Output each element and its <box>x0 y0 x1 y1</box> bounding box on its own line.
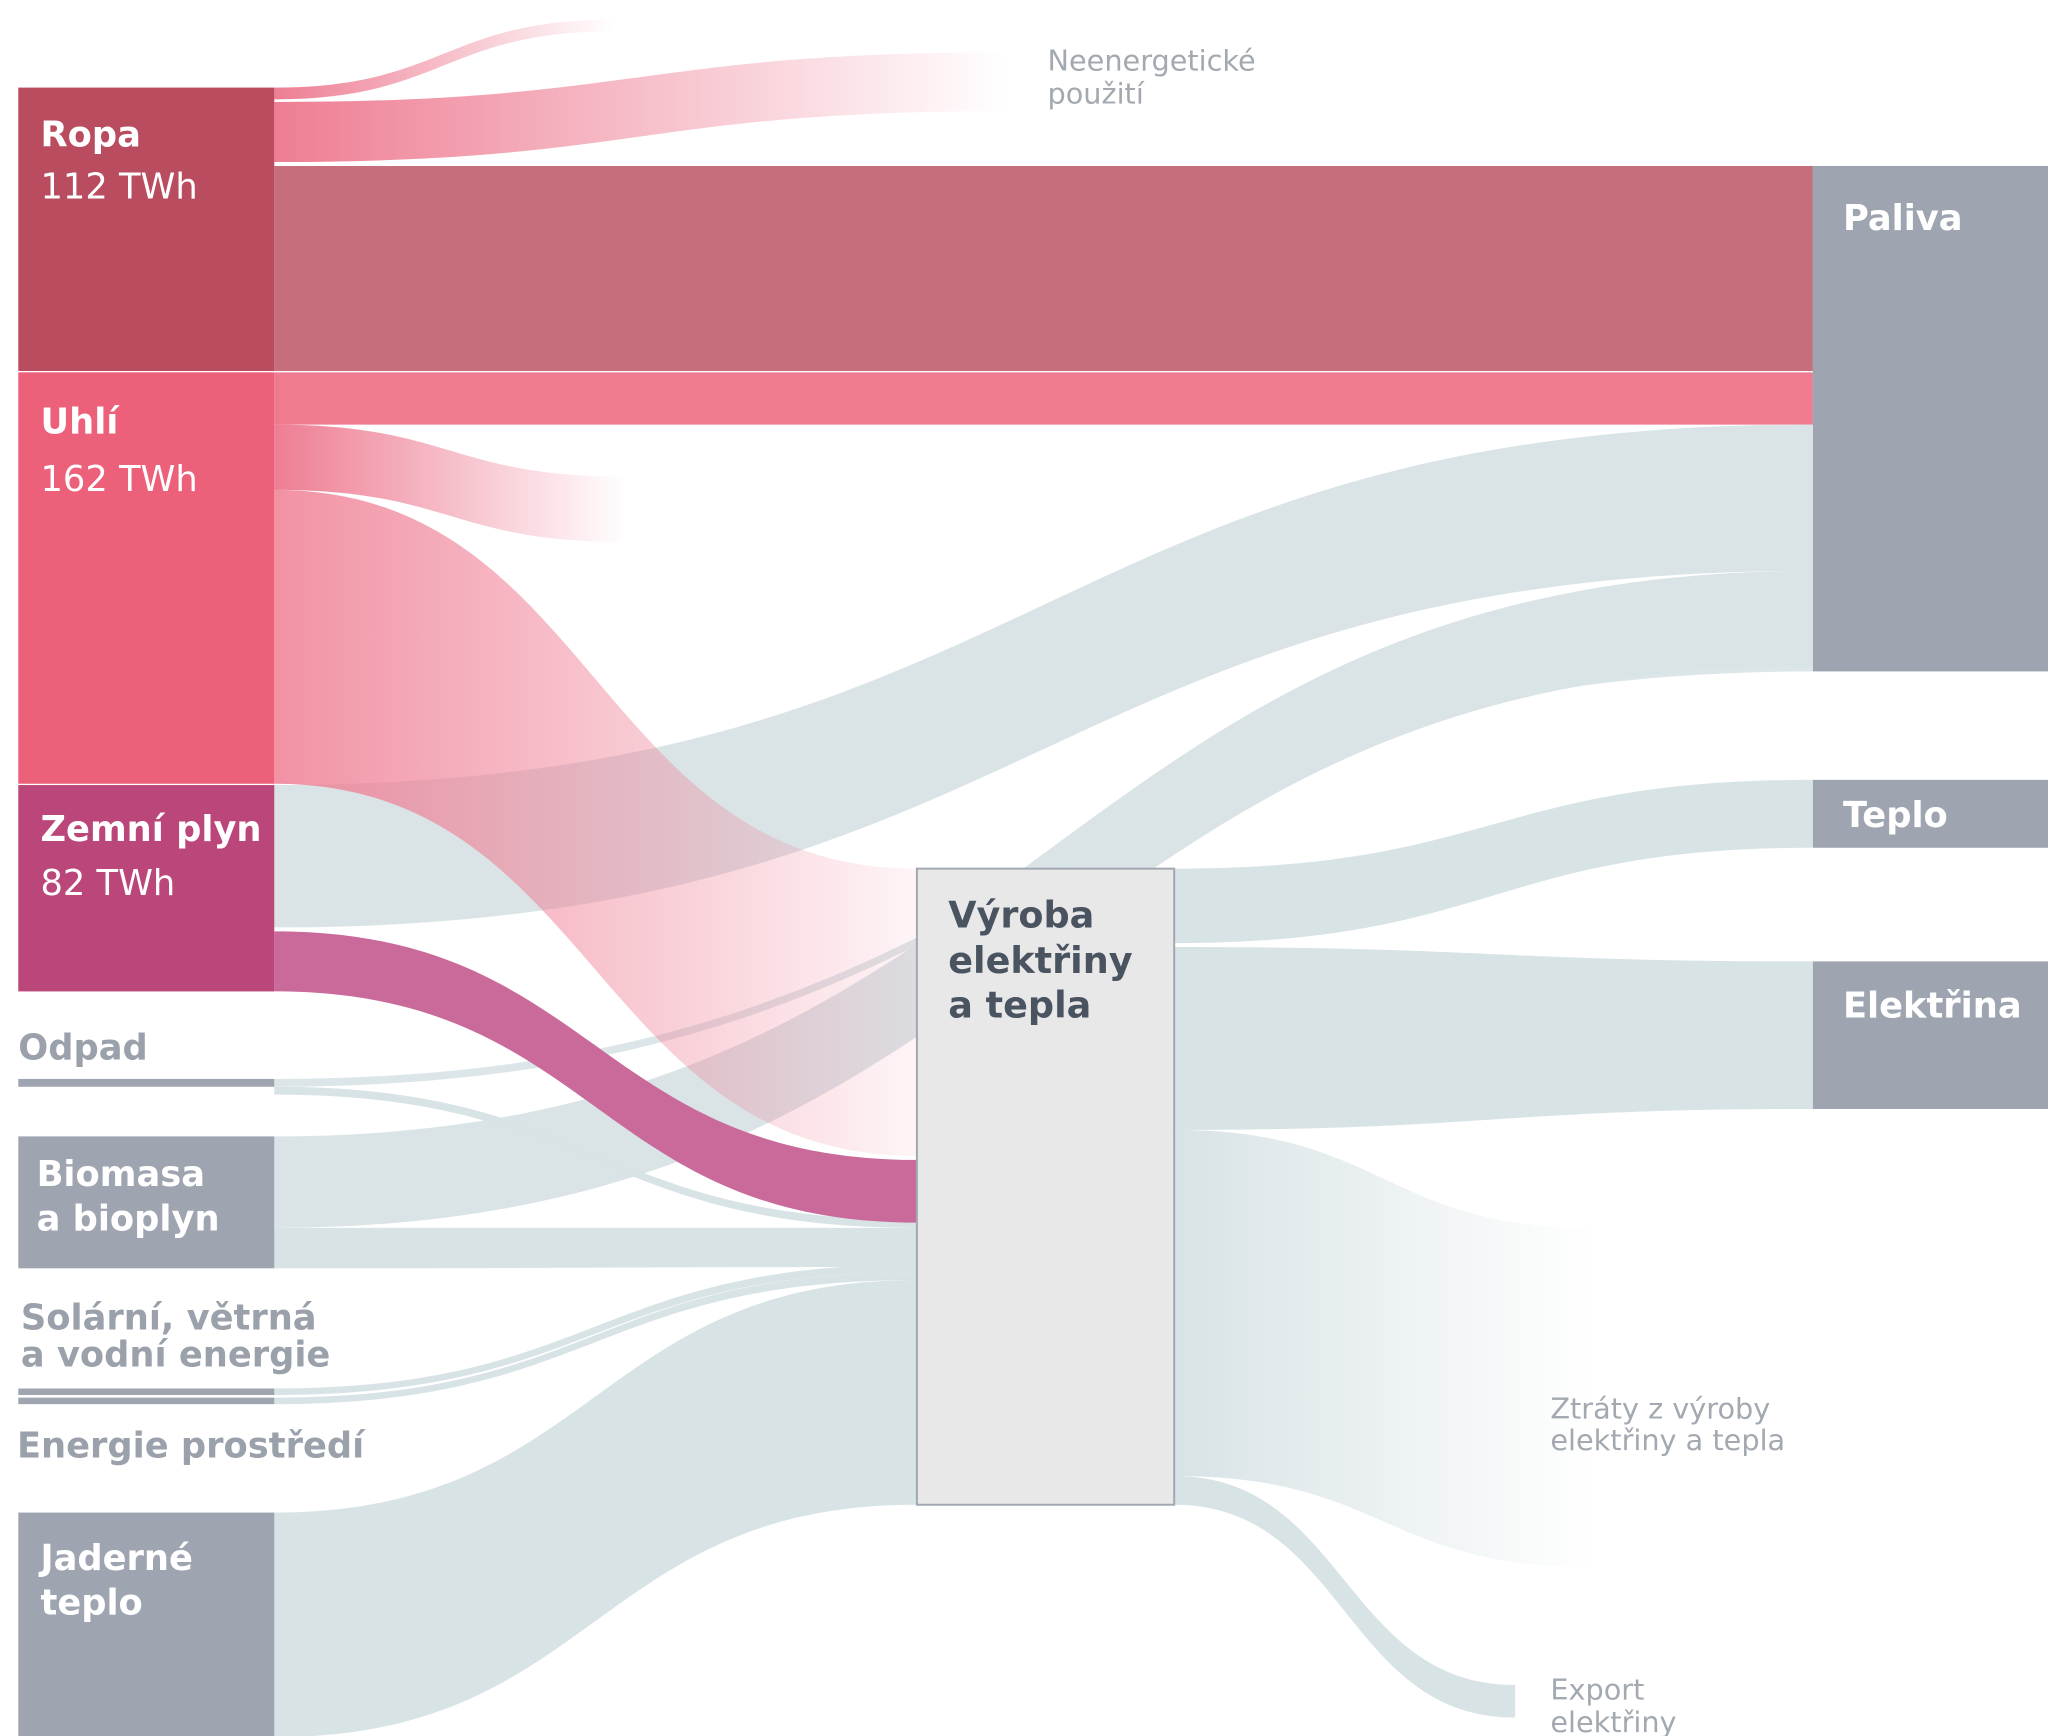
node-uhli <box>18 372 275 784</box>
label: Teplo <box>1843 795 1948 836</box>
node-jaderne <box>18 1512 275 1736</box>
flow <box>274 424 627 543</box>
flow <box>1174 1129 1594 1568</box>
node-prostredi <box>18 1397 275 1405</box>
flow <box>274 52 1006 163</box>
flow <box>274 1264 917 1396</box>
value-label: 112 TWh <box>40 167 197 208</box>
flow <box>1174 947 1813 1130</box>
label: teplo <box>40 1582 142 1623</box>
label: Ropa <box>40 114 140 155</box>
label: Paliva <box>1843 198 1963 239</box>
flow <box>274 165 1813 372</box>
node-odpad <box>18 1078 275 1087</box>
label: Výroba <box>948 893 1094 936</box>
value-label: 162 TWh <box>40 459 197 500</box>
label: Odpad <box>18 1027 147 1068</box>
flow <box>274 1280 917 1736</box>
node-elektrina <box>1812 961 2048 1109</box>
flow <box>274 19 614 100</box>
label: použití <box>1048 76 1145 110</box>
label: Uhlí <box>40 402 120 443</box>
flow <box>1174 1476 1516 1718</box>
flow <box>274 372 1813 425</box>
flow <box>274 1272 917 1405</box>
flow <box>274 489 917 1156</box>
node-teplo <box>1812 779 2048 848</box>
flow <box>1174 779 1813 944</box>
label: a tepla <box>948 984 1091 1027</box>
label: Zemní plyn <box>40 809 261 850</box>
value-label: 82 TWh <box>40 863 175 904</box>
labels: Ropa 112 TWh Uhlí 162 TWh Zemní plyn 82 … <box>17 44 2022 1736</box>
label: elektřiny <box>948 939 1133 982</box>
node-paliva <box>1812 165 2048 672</box>
label: Biomasa <box>37 1154 205 1195</box>
node-vyroba <box>915 867 1176 1506</box>
label: elektřiny a tepla <box>1550 1423 1785 1457</box>
label: a vodní energie <box>21 1334 330 1375</box>
label: a bioplyn <box>37 1198 220 1239</box>
flow <box>274 1086 917 1228</box>
flow <box>274 931 917 1223</box>
label: Jaderné <box>38 1538 192 1579</box>
node-plyn <box>18 785 275 992</box>
node-biomasa <box>18 1136 275 1269</box>
label: elektřiny <box>1550 1705 1676 1736</box>
label: Elektřina <box>1843 986 2022 1027</box>
label: Export <box>1550 1672 1644 1706</box>
label: Solární, větrná <box>21 1298 317 1339</box>
label: Neenergetické <box>1048 44 1256 78</box>
flow <box>274 1227 917 1269</box>
label: Energie prostředí <box>17 1426 366 1467</box>
nodes <box>18 87 2048 1736</box>
node-obnovitelne <box>18 1388 275 1396</box>
label: Ztráty z výroby <box>1550 1392 1770 1426</box>
node-ropa <box>18 87 275 372</box>
